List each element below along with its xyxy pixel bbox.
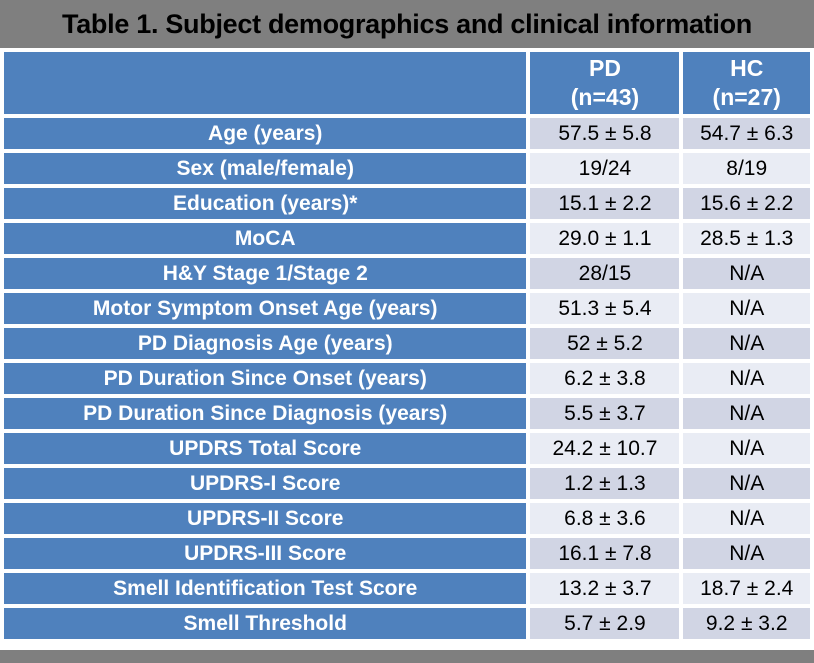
hc-column-name: HC (730, 55, 764, 82)
hc-value: N/A (683, 363, 810, 394)
figure-title: Table 1. Subject demographics and clinic… (62, 8, 752, 39)
table-row: MoCA 29.0 ± 1.1 28.5 ± 1.3 (4, 223, 810, 254)
pd-value: 57.5 ± 5.8 (530, 118, 680, 149)
row-label: Sex (male/female) (4, 153, 527, 184)
table-row: PD Diagnosis Age (years) 52 ± 5.2 N/A (4, 328, 810, 359)
pd-value: 15.1 ± 2.2 (530, 188, 680, 219)
table-row: Education (years)* 15.1 ± 2.2 15.6 ± 2.2 (4, 188, 810, 219)
pd-value: 5.5 ± 3.7 (530, 398, 680, 429)
pd-column-header: PD (n=43) (530, 52, 680, 114)
footer-bar (0, 650, 814, 663)
row-label: H&Y Stage 1/Stage 2 (4, 258, 527, 289)
table-row: UPDRS-III Score 16.1 ± 7.8 N/A (4, 538, 810, 569)
row-label: Education (years)* (4, 188, 527, 219)
hc-column-header: HC (n=27) (683, 52, 810, 114)
pd-value: 6.2 ± 3.8 (530, 363, 680, 394)
header-row: PD (n=43) HC (n=27) (4, 52, 810, 114)
pd-value: 52 ± 5.2 (530, 328, 680, 359)
demographics-table: PD (n=43) HC (n=27) Age (years) 57.5 ± 5… (0, 48, 814, 643)
hc-value: 9.2 ± 3.2 (683, 608, 810, 639)
row-label: PD Duration Since Diagnosis (years) (4, 398, 527, 429)
pd-value: 29.0 ± 1.1 (530, 223, 680, 254)
row-label: Age (years) (4, 118, 527, 149)
hc-value: N/A (683, 538, 810, 569)
hc-value: 18.7 ± 2.4 (683, 573, 810, 604)
hc-value: 54.7 ± 6.3 (683, 118, 810, 149)
pd-value: 19/24 (530, 153, 680, 184)
row-label: MoCA (4, 223, 527, 254)
pd-value: 51.3 ± 5.4 (530, 293, 680, 324)
table-body: Age (years) 57.5 ± 5.8 54.7 ± 6.3 Sex (m… (4, 118, 810, 639)
hc-value: 28.5 ± 1.3 (683, 223, 810, 254)
table-row: PD Duration Since Onset (years) 6.2 ± 3.… (4, 363, 810, 394)
hc-value: N/A (683, 468, 810, 499)
title-bar: Table 1. Subject demographics and clinic… (0, 0, 814, 48)
hc-value: N/A (683, 258, 810, 289)
hc-value: 8/19 (683, 153, 810, 184)
table-row: Smell Threshold 5.7 ± 2.9 9.2 ± 3.2 (4, 608, 810, 639)
table-row: Smell Identification Test Score 13.2 ± 3… (4, 573, 810, 604)
row-label: Smell Identification Test Score (4, 573, 527, 604)
row-label: Smell Threshold (4, 608, 527, 639)
row-label: Motor Symptom Onset Age (years) (4, 293, 527, 324)
row-label: UPDRS-I Score (4, 468, 527, 499)
row-label: UPDRS-III Score (4, 538, 527, 569)
hc-column-n: (n=27) (712, 84, 781, 110)
hc-value: N/A (683, 293, 810, 324)
table-row: H&Y Stage 1/Stage 2 28/15 N/A (4, 258, 810, 289)
header-empty-cell (4, 52, 527, 114)
hc-value: 15.6 ± 2.2 (683, 188, 810, 219)
pd-value: 24.2 ± 10.7 (530, 433, 680, 464)
pd-value: 6.8 ± 3.6 (530, 503, 680, 534)
table-row: Motor Symptom Onset Age (years) 51.3 ± 5… (4, 293, 810, 324)
table-row: Sex (male/female) 19/24 8/19 (4, 153, 810, 184)
hc-value: N/A (683, 433, 810, 464)
hc-value: N/A (683, 398, 810, 429)
table-row: UPDRS-II Score 6.8 ± 3.6 N/A (4, 503, 810, 534)
hc-value: N/A (683, 328, 810, 359)
hc-value: N/A (683, 503, 810, 534)
pd-value: 13.2 ± 3.7 (530, 573, 680, 604)
row-label: UPDRS-II Score (4, 503, 527, 534)
row-label: PD Diagnosis Age (years) (4, 328, 527, 359)
pd-column-n: (n=43) (570, 84, 640, 110)
row-label: UPDRS Total Score (4, 433, 527, 464)
table-row: UPDRS Total Score 24.2 ± 10.7 N/A (4, 433, 810, 464)
pd-value: 5.7 ± 2.9 (530, 608, 680, 639)
pd-value: 16.1 ± 7.8 (530, 538, 680, 569)
table-row: PD Duration Since Diagnosis (years) 5.5 … (4, 398, 810, 429)
table-header: PD (n=43) HC (n=27) (4, 52, 810, 114)
row-label: PD Duration Since Onset (years) (4, 363, 527, 394)
pd-value: 28/15 (530, 258, 680, 289)
pd-value: 1.2 ± 1.3 (530, 468, 680, 499)
table-row: Age (years) 57.5 ± 5.8 54.7 ± 6.3 (4, 118, 810, 149)
table-row: UPDRS-I Score 1.2 ± 1.3 N/A (4, 468, 810, 499)
pd-column-name: PD (588, 55, 621, 82)
